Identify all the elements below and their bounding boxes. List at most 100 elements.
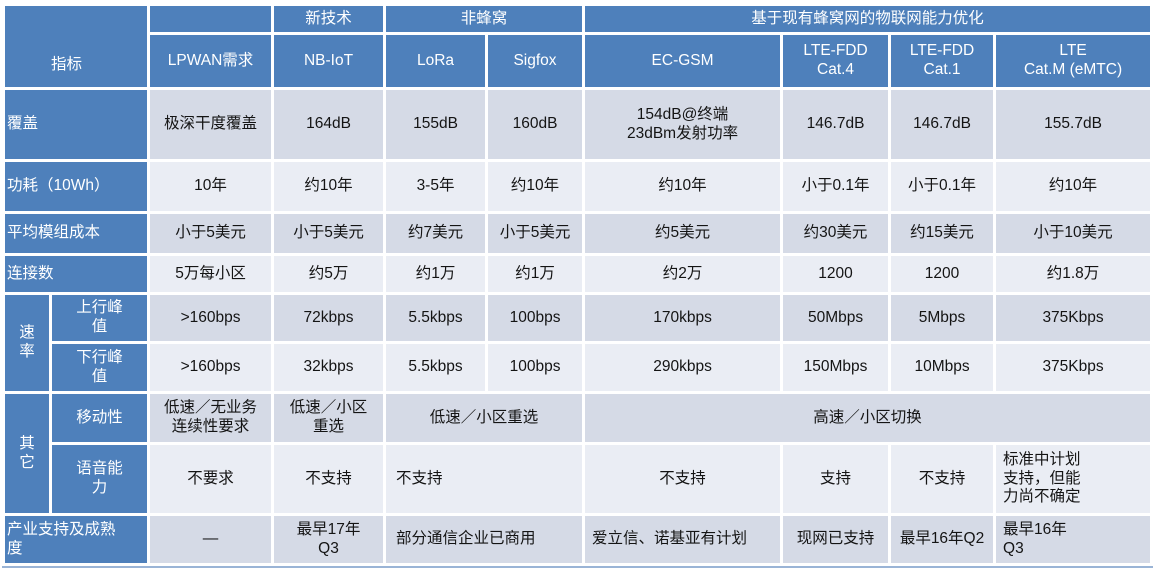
cost-row-label: 平均模组成本: [5, 214, 148, 253]
uplink-row: 速 率 上行峰 值 >160bps 72kbps 5.5kbps 100bps …: [5, 295, 1151, 391]
connections-lpwan: 5万每小区: [150, 256, 272, 292]
power-sigfox: 约10年: [488, 162, 583, 211]
voice-row-label: 语音能 力: [52, 445, 148, 513]
connections-cat4: 1200: [783, 256, 889, 292]
uplink-lpwan: >160bps: [150, 295, 272, 341]
voice-lpwan: 不要求: [150, 445, 272, 513]
downlink-cat1: 10Mbps: [891, 344, 994, 391]
uplink-ecgsm: 170kbps: [585, 295, 781, 341]
maturity-cat4: 现网已支持: [783, 516, 889, 563]
downlink-lora: 5.5kbps: [386, 344, 486, 391]
coverage-row: 覆盖 极深干度覆盖 164dB 155dB 160dB 154dB@终端 23d…: [5, 90, 1151, 159]
group-new-tech: 新技术: [274, 6, 384, 32]
connections-row: 连接数 5万每小区 约5万 约1万 约1万 约2万 1200 1200 约1.8…: [5, 256, 1151, 292]
maturity-row-label: 产业支持及成熟 度: [5, 516, 148, 563]
power-lpwan: 10年: [150, 162, 272, 211]
group-header-row: 指标 新技术 非蜂窝 基于现有蜂窝网的物联网能力优化: [5, 6, 1151, 87]
maturity-lora-sigfox: 部分通信企业已商用: [386, 516, 583, 563]
col-header-nbiot: NB-IoT: [274, 35, 384, 87]
coverage-ecgsm: 154dB@终端 23dBm发射功率: [585, 90, 781, 159]
coverage-cat4: 146.7dB: [783, 90, 889, 159]
coverage-lora: 155dB: [386, 90, 486, 159]
coverage-lpwan: 极深干度覆盖: [150, 90, 272, 159]
maturity-row: 产业支持及成熟 度 — 最早17年 Q3 部分通信企业已商用 爱立信、诺基亚有计…: [5, 516, 1151, 563]
col-header-sigfox: Sigfox: [488, 35, 583, 87]
maturity-catm: 最早16年 Q3: [996, 516, 1151, 563]
metric-header-cell: 指标: [5, 6, 148, 87]
coverage-row-label: 覆盖: [5, 90, 148, 159]
connections-sigfox: 约1万: [488, 256, 583, 292]
voice-catm: 标准中计划 支持，但能 力尚不确定: [996, 445, 1151, 513]
coverage-sigfox: 160dB: [488, 90, 583, 159]
maturity-ecgsm: 爱立信、诺基亚有计划: [585, 516, 781, 563]
power-row: 功耗（10Wh） 10年 约10年 3-5年 约10年 约10年 小于0.1年 …: [5, 162, 1151, 211]
downlink-lpwan: >160bps: [150, 344, 272, 391]
power-row-label: 功耗（10Wh）: [5, 162, 148, 211]
downlink-row: 下行峰 值 >160bps 32kbps 5.5kbps 100bps 290k…: [5, 344, 1151, 391]
voice-cat4: 支持: [783, 445, 889, 513]
coverage-catm: 155.7dB: [996, 90, 1151, 159]
uplink-catm: 375Kbps: [996, 295, 1151, 341]
connections-ecgsm: 约2万: [585, 256, 781, 292]
cost-lpwan: 小于5美元: [150, 214, 272, 253]
cost-sigfox: 小于5美元: [488, 214, 583, 253]
uplink-lora: 5.5kbps: [386, 295, 486, 341]
group-cellular: 基于现有蜂窝网的物联网能力优化: [585, 6, 1151, 32]
cost-catm: 小于10美元: [996, 214, 1151, 253]
col-header-catm: LTE Cat.M (eMTC): [996, 35, 1151, 87]
cost-lora: 约7美元: [386, 214, 486, 253]
col-header-lpwan: LPWAN需求: [150, 35, 272, 87]
maturity-cat1: 最早16年Q2: [891, 516, 994, 563]
column-header-row: LPWAN需求 NB-IoT LoRa Sigfox EC-GSM LTE-FD…: [5, 35, 1151, 87]
maturity-lpwan: —: [150, 516, 272, 563]
lpwan-comparison-table: 指标 新技术 非蜂窝 基于现有蜂窝网的物联网能力优化 LPWAN需求 NB-Io…: [2, 3, 1154, 568]
downlink-catm: 375Kbps: [996, 344, 1151, 391]
mobility-nbiot: 低速／小区 重选: [274, 394, 384, 442]
mobility-lora-sigfox: 低速／小区重选: [386, 394, 583, 442]
connections-lora: 约1万: [386, 256, 486, 292]
voice-nbiot: 不支持: [274, 445, 384, 513]
connections-catm: 约1.8万: [996, 256, 1151, 292]
connections-cat1: 1200: [891, 256, 994, 292]
mobility-lpwan: 低速／无业务 连续性要求: [150, 394, 272, 442]
col-header-lora: LoRa: [386, 35, 486, 87]
power-nbiot: 约10年: [274, 162, 384, 211]
cost-ecgsm: 约5美元: [585, 214, 781, 253]
downlink-nbiot: 32kbps: [274, 344, 384, 391]
col-header-cat1: LTE-FDD Cat.1: [891, 35, 994, 87]
col-header-cat4: LTE-FDD Cat.4: [783, 35, 889, 87]
group-non-cellular: 非蜂窝: [386, 6, 583, 32]
cost-cat4: 约30美元: [783, 214, 889, 253]
downlink-row-label: 下行峰 值: [52, 344, 148, 391]
uplink-cat4: 50Mbps: [783, 295, 889, 341]
coverage-nbiot: 164dB: [274, 90, 384, 159]
voice-row: 语音能 力 不要求 不支持 不支持 不支持 支持 不支持 标准中计划 支持，但能…: [5, 445, 1151, 513]
downlink-sigfox: 100bps: [488, 344, 583, 391]
rate-group-label: 速 率: [5, 295, 49, 391]
voice-cat1: 不支持: [891, 445, 994, 513]
connections-row-label: 连接数: [5, 256, 148, 292]
connections-nbiot: 约5万: [274, 256, 384, 292]
uplink-nbiot: 72kbps: [274, 295, 384, 341]
lpwan-group-empty-cell: [150, 6, 272, 32]
power-catm: 约10年: [996, 162, 1151, 211]
cost-nbiot: 小于5美元: [274, 214, 384, 253]
mobility-row-label: 移动性: [52, 394, 148, 442]
cost-cat1: 约15美元: [891, 214, 994, 253]
uplink-row-label: 上行峰 值: [52, 295, 148, 341]
voice-ecgsm: 不支持: [585, 445, 781, 513]
downlink-cat4: 150Mbps: [783, 344, 889, 391]
coverage-cat1: 146.7dB: [891, 90, 994, 159]
col-header-ecgsm: EC-GSM: [585, 35, 781, 87]
power-cat4: 小于0.1年: [783, 162, 889, 211]
power-cat1: 小于0.1年: [891, 162, 994, 211]
other-group-label: 其 它: [5, 394, 49, 513]
power-lora: 3-5年: [386, 162, 486, 211]
downlink-ecgsm: 290kbps: [585, 344, 781, 391]
mobility-row: 其 它 移动性 低速／无业务 连续性要求 低速／小区 重选 低速／小区重选 高速…: [5, 394, 1151, 513]
maturity-nbiot: 最早17年 Q3: [274, 516, 384, 563]
voice-lora-sigfox: 不支持: [386, 445, 583, 513]
uplink-cat1: 5Mbps: [891, 295, 994, 341]
power-ecgsm: 约10年: [585, 162, 781, 211]
cost-row: 平均模组成本 小于5美元 小于5美元 约7美元 小于5美元 约5美元 约30美元…: [5, 214, 1151, 253]
